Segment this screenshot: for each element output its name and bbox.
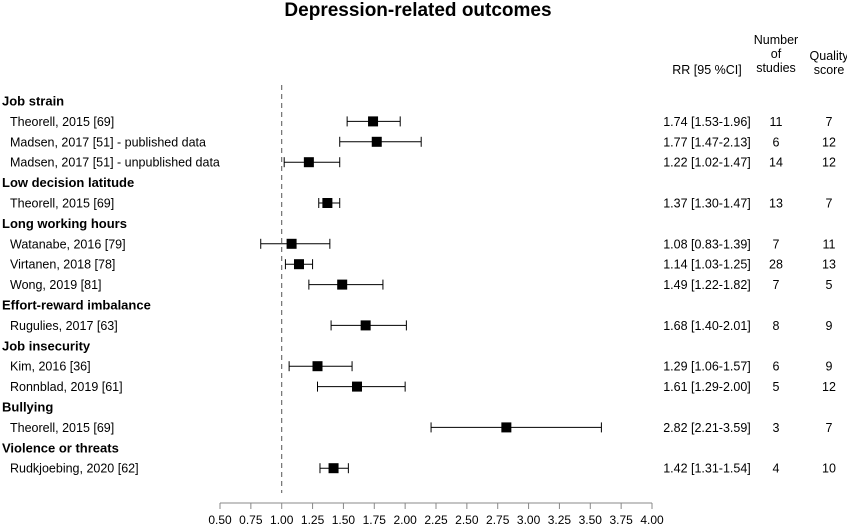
- point-estimate: [322, 198, 333, 208]
- group-label: Bullying: [2, 400, 53, 415]
- x-tick-label: 3.00: [517, 513, 541, 527]
- quality-column-header: score: [814, 63, 845, 77]
- point-estimate: [328, 463, 339, 474]
- point-estimate: [337, 279, 348, 290]
- group-label: Low decision latitude: [2, 175, 134, 190]
- x-tick-label: 2.00: [393, 513, 417, 527]
- point-estimate: [312, 361, 323, 372]
- rr-value: 1.49 [1.22-1.82]: [663, 278, 751, 292]
- x-tick-label: 1.50: [332, 513, 356, 527]
- study-label: Rudkjoebing, 2020 [62]: [10, 462, 139, 476]
- x-tick-label: 0.75: [239, 513, 263, 527]
- study-label: Theorell, 2015 [69]: [10, 197, 114, 211]
- n-studies-value: 7: [773, 278, 780, 292]
- rr-value: 1.74 [1.53-1.96]: [663, 115, 751, 129]
- rr-value: 1.77 [1.47-2.13]: [663, 135, 751, 149]
- rr-value: 1.08 [0.83-1.39]: [663, 237, 751, 251]
- rr-value: 1.61 [1.29-2.00]: [663, 380, 751, 394]
- group-label: Job insecurity: [2, 338, 91, 353]
- quality-score-value: 12: [822, 135, 836, 149]
- n-studies-value: 11: [770, 115, 783, 129]
- point-estimate: [352, 381, 363, 392]
- n-studies-value: 5: [773, 380, 780, 394]
- study-label: Ronnblad, 2019 [61]: [10, 380, 123, 394]
- group-label: Job strain: [2, 94, 64, 109]
- n-studies-value: 7: [773, 237, 780, 251]
- quality-score-value: 12: [822, 156, 836, 170]
- study-label: Madsen, 2017 [51] - published data: [10, 135, 206, 149]
- quality-score-value: 10: [822, 462, 836, 476]
- forest-rows: Job strain Theorell, 2015 [69] 1.74 [1.53-…: [2, 85, 836, 493]
- quality-score-value: 9: [826, 319, 833, 333]
- rr-value: 1.29 [1.06-1.57]: [663, 360, 751, 374]
- study-label: Theorell, 2015 [69]: [10, 115, 114, 129]
- quality-score-value: 5: [826, 278, 833, 292]
- study-label: Madsen, 2017 [51] - unpublished data: [10, 156, 220, 170]
- group-label: Effort-reward imbalance: [2, 298, 151, 313]
- study-label: Theorell, 2015 [69]: [10, 421, 114, 435]
- study-label: Watanabe, 2016 [79]: [10, 237, 126, 251]
- study-label: Rugulies, 2017 [63]: [10, 319, 118, 333]
- studies-column-header: studies: [756, 61, 796, 75]
- quality-score-value: 7: [826, 115, 833, 129]
- point-estimate: [293, 259, 304, 270]
- n-studies-value: 13: [769, 197, 783, 211]
- rr-value: 1.68 [1.40-2.01]: [663, 319, 751, 333]
- quality-score-value: 7: [826, 197, 833, 211]
- n-studies-value: 28: [769, 258, 783, 272]
- quality-score-value: 9: [826, 360, 833, 374]
- x-tick-label: 1.00: [270, 513, 294, 527]
- point-estimate: [360, 320, 371, 331]
- chart-title: Depression-related outcomes: [284, 0, 551, 21]
- group-label: Long working hours: [2, 216, 127, 231]
- rr-column-header: RR [95 %CI]: [672, 63, 741, 77]
- rr-value: 2.82 [2.21-3.59]: [663, 421, 751, 435]
- quality-score-value: 13: [822, 258, 836, 272]
- n-studies-value: 6: [773, 135, 780, 149]
- x-axis: 0.50 0.75 1.00 1.25 1.50 1.75 2.00 2.25 2.50 2.75…: [208, 502, 664, 527]
- point-estimate: [501, 422, 512, 433]
- point-estimate: [371, 136, 382, 147]
- study-label: Virtanen, 2018 [78]: [10, 258, 115, 272]
- rr-value: 1.42 [1.31-1.54]: [663, 462, 751, 476]
- x-tick-label: 4.00: [640, 513, 664, 527]
- x-tick-label: 2.75: [486, 513, 510, 527]
- rr-value: 1.22 [1.02-1.47]: [663, 156, 751, 170]
- x-tick-label: 2.25: [424, 513, 448, 527]
- x-tick-label: 3.25: [548, 513, 572, 527]
- quality-score-value: 11: [823, 237, 836, 251]
- rr-value: 1.37 [1.30-1.47]: [663, 197, 751, 211]
- quality-column-header: Quality: [810, 49, 847, 63]
- x-tick-label: 0.50: [208, 513, 232, 527]
- x-tick-label: 1.75: [363, 513, 387, 527]
- x-tick-label: 2.50: [455, 513, 479, 527]
- rr-value: 1.14 [1.03-1.25]: [663, 258, 751, 272]
- point-estimate: [286, 238, 297, 249]
- n-studies-value: 8: [773, 319, 780, 333]
- point-estimate: [368, 116, 379, 127]
- group-label: Violence or threats: [2, 440, 119, 455]
- n-studies-value: 6: [773, 360, 780, 374]
- studies-column-header: Number: [754, 33, 798, 47]
- x-tick-label: 3.75: [609, 513, 633, 527]
- point-estimate: [303, 157, 314, 168]
- quality-score-value: 12: [822, 380, 836, 394]
- n-studies-value: 14: [769, 156, 783, 170]
- studies-column-header: of: [771, 47, 782, 61]
- study-label: Wong, 2019 [81]: [10, 278, 102, 292]
- x-tick-label: 3.50: [579, 513, 603, 527]
- study-label: Kim, 2016 [36]: [10, 360, 91, 374]
- n-studies-value: 3: [773, 421, 780, 435]
- x-tick-label: 1.25: [301, 513, 325, 527]
- n-studies-value: 4: [773, 462, 780, 476]
- quality-score-value: 7: [826, 421, 833, 435]
